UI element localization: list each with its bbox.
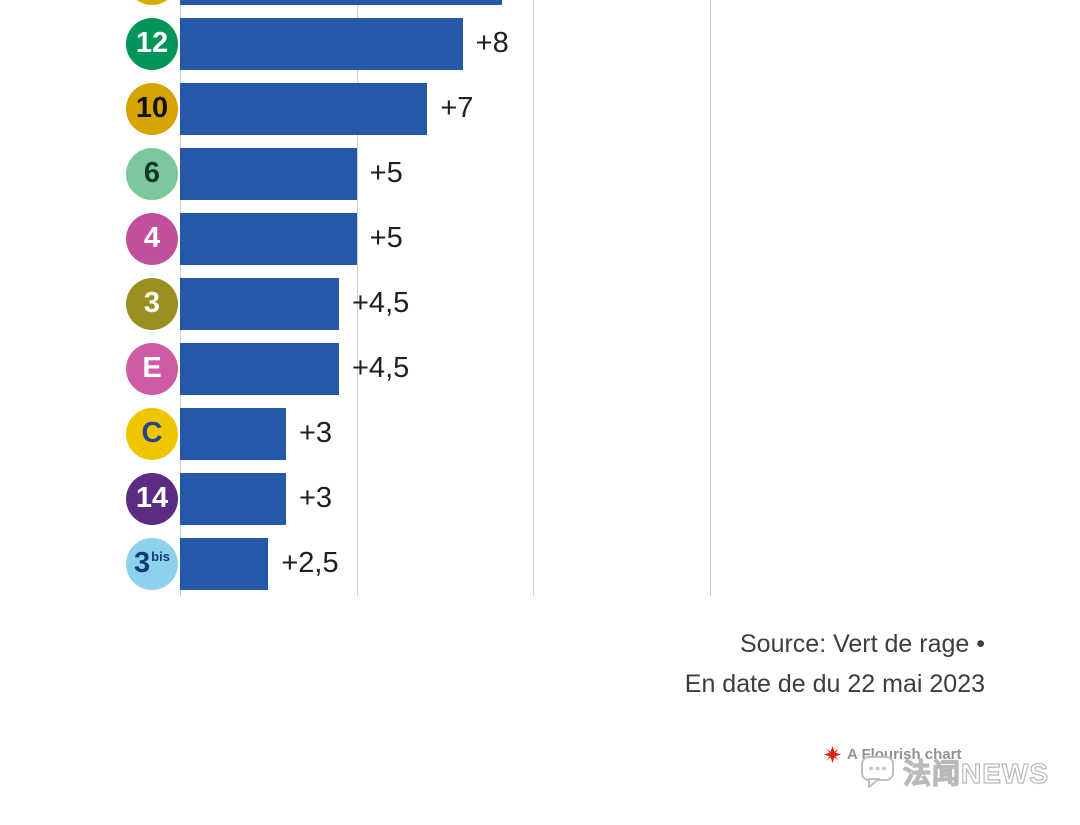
flourish-logo-icon [824,746,841,763]
bar [180,537,269,590]
bar-value-label: +4,5 [352,287,410,319]
bar [180,147,357,200]
chart-row: 3 bis +2,5 [0,531,1080,596]
bar-value-label: +2,5 [281,547,339,579]
bar [180,17,463,70]
chart-row: 3 +4,5 [0,271,1080,336]
chart-row: 6 +5 [0,141,1080,206]
line-badge [126,0,178,5]
gridline [356,0,358,596]
chart-row: E +4,5 [0,336,1080,401]
source-line-2: En date de du 22 mai 2023 [684,670,985,698]
bar-value-label: +3 [299,482,333,514]
line-badge: 12 [126,17,178,70]
line-badge-label: 12 [135,27,169,59]
bar [180,212,357,265]
line-badge: 10 [126,82,178,135]
chart-row [0,0,1080,11]
bar [180,472,286,525]
bar-value-label: +3 [299,417,333,449]
source-caption: Source: Vert de rage • En date de du 22 … [685,624,985,704]
bar-value-label: +5 [369,157,403,189]
chart-row: 10 +7 [0,76,1080,141]
line-badge-label: C [141,417,163,449]
line-badge: C [126,407,178,460]
line-badge-label: 4 [143,222,161,254]
bar [180,277,339,330]
line-badge-label: 14 [135,482,169,514]
chart-row: 4 +5 [0,206,1080,271]
line-badge: 3 bis [126,537,178,590]
line-badge: E [126,342,178,395]
chat-bubble-icon [861,756,894,788]
line-badge: 14 [126,472,178,525]
plot-area: 12 +8 10 +7 6 +5 4 +5 3 +4,5 E +4,5 C +3 14 +3 3 bis +2,5 [0,0,1080,596]
bar [180,0,502,5]
line-badge-suffix: bis [151,549,170,564]
gridline [533,0,535,596]
bar [180,82,428,135]
chart-row: 14 +3 [0,466,1080,531]
line-badge-label: E [142,352,162,384]
bar [180,342,339,395]
line-badge: 4 [126,212,178,265]
bar-value-label: +5 [369,222,403,254]
line-badge-label: 10 [135,92,169,124]
bar [180,407,286,460]
gridline [710,0,711,596]
chart-row: C +3 [0,401,1080,466]
chart-row: 12 +8 [0,11,1080,76]
line-badge-label: 6 [143,157,161,189]
line-badge-label: 3 [143,287,161,319]
bar-value-label: +8 [475,27,509,59]
line-badge: 3 [126,277,178,330]
watermark: 法闻NEWS [860,752,1049,792]
source-line-1: Source: Vert de rage • [739,630,985,658]
bar-value-label: +4,5 [352,352,410,384]
line-badge-label: 3 [134,547,151,579]
watermark-text: 法闻NEWS [902,757,1050,789]
bar-chart: 12 +8 10 +7 6 +5 4 +5 3 +4,5 E +4,5 C +3 14 +3 3 bis +2,5 [0,0,1080,596]
bar-value-label: +7 [440,92,474,124]
line-badge: 6 [126,147,178,200]
